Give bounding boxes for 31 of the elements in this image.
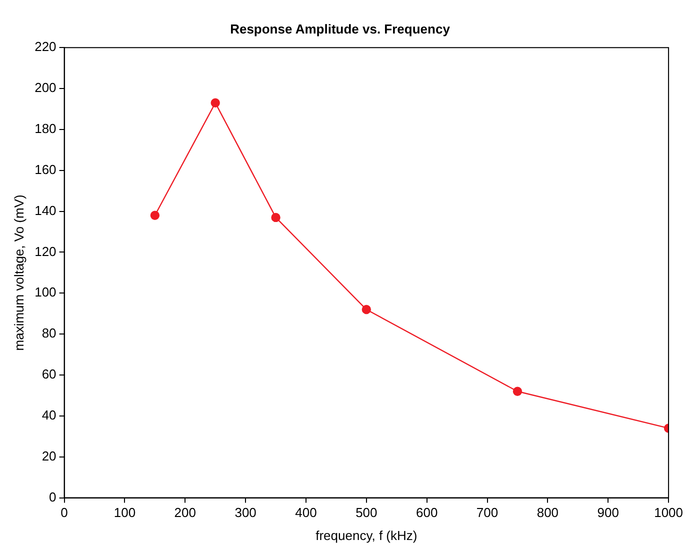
- x-tick-label: 800: [536, 505, 559, 520]
- x-tick-label: 400: [295, 505, 317, 520]
- x-tick-label: 1000: [654, 505, 683, 520]
- x-tick-label: 200: [174, 505, 196, 520]
- y-tick-label: 180: [34, 121, 56, 136]
- y-tick-label: 40: [42, 408, 56, 423]
- y-tick-label: 200: [34, 80, 56, 96]
- point: [271, 212, 280, 222]
- x-tick-label: 900: [597, 505, 619, 520]
- x-tick-label: 100: [114, 505, 136, 520]
- x-tick-label: 600: [416, 505, 438, 520]
- y-tick-label: 0: [49, 489, 56, 504]
- point: [512, 386, 522, 396]
- x-axis-title: frequency, f (kHz): [316, 528, 418, 543]
- y-tick-label: 120: [34, 244, 56, 259]
- chart-title: Response Amplitude vs. Frequency: [230, 21, 451, 36]
- x-tick-label: 300: [234, 505, 256, 520]
- point: [210, 98, 220, 108]
- y-tick-label: 100: [34, 284, 56, 300]
- point: [150, 210, 160, 220]
- y-tick-label: 220: [34, 39, 56, 54]
- y-tick-label: 80: [42, 326, 56, 341]
- y-tick-label: 60: [42, 366, 56, 382]
- y-axis-title: maximum voltage, Vo (mV): [11, 194, 26, 351]
- y-tick-label: 160: [34, 162, 56, 177]
- x-tick-label: 0: [60, 505, 68, 520]
- x-tick-label: 500: [356, 505, 378, 520]
- point: [362, 304, 372, 314]
- x-tick-label: 700: [476, 505, 498, 520]
- y-tick-label: 20: [42, 448, 56, 464]
- y-tick-label: 140: [34, 202, 56, 218]
